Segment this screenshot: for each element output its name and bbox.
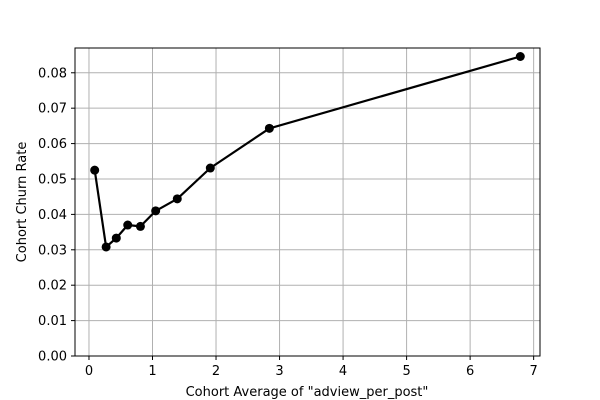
plot-frame xyxy=(74,47,541,357)
x-tick-label: 1 xyxy=(148,364,156,379)
series-line xyxy=(93,55,521,249)
axis-ticks: 0 1 2 3 4 5 6 7 0.00 0.01 0.02 0.03 0.04 0.05 0.06 0.07… xyxy=(38,66,538,379)
y-tick-label: 0.05 xyxy=(38,172,67,187)
data-point xyxy=(515,51,525,61)
grid xyxy=(75,48,540,357)
x-tick-label: 5 xyxy=(402,364,410,379)
x-tick-label: 6 xyxy=(466,364,474,379)
x-tick-label: 0 xyxy=(85,364,93,379)
x-tick-label: 7 xyxy=(530,364,538,379)
y-tick-label: 0.02 xyxy=(38,279,67,294)
data-point xyxy=(111,233,121,243)
data-point xyxy=(151,206,161,216)
y-tick-label: 0.04 xyxy=(38,208,67,223)
data-point xyxy=(172,194,182,204)
x-tick-label: 3 xyxy=(275,364,283,379)
y-axis-label: Cohort Churn Rate xyxy=(15,142,30,263)
x-tick-label: 2 xyxy=(212,364,220,379)
x-axis-label: Cohort Average of "adview_per_post" xyxy=(186,385,429,400)
data-point xyxy=(101,242,111,252)
y-tick-label: 0.03 xyxy=(38,243,67,258)
data-point xyxy=(205,163,215,173)
series xyxy=(90,51,525,252)
data-point xyxy=(90,165,100,175)
y-tick-label: 0.00 xyxy=(38,350,67,365)
data-point xyxy=(135,221,145,231)
x-tick-label: 4 xyxy=(339,364,347,379)
y-tick-label: 0.01 xyxy=(38,314,67,329)
y-tick-label: 0.08 xyxy=(38,66,67,81)
y-tick-label: 0.07 xyxy=(38,102,67,117)
data-point xyxy=(123,220,133,230)
y-tick-label: 0.06 xyxy=(38,137,67,152)
data-point xyxy=(264,123,274,133)
